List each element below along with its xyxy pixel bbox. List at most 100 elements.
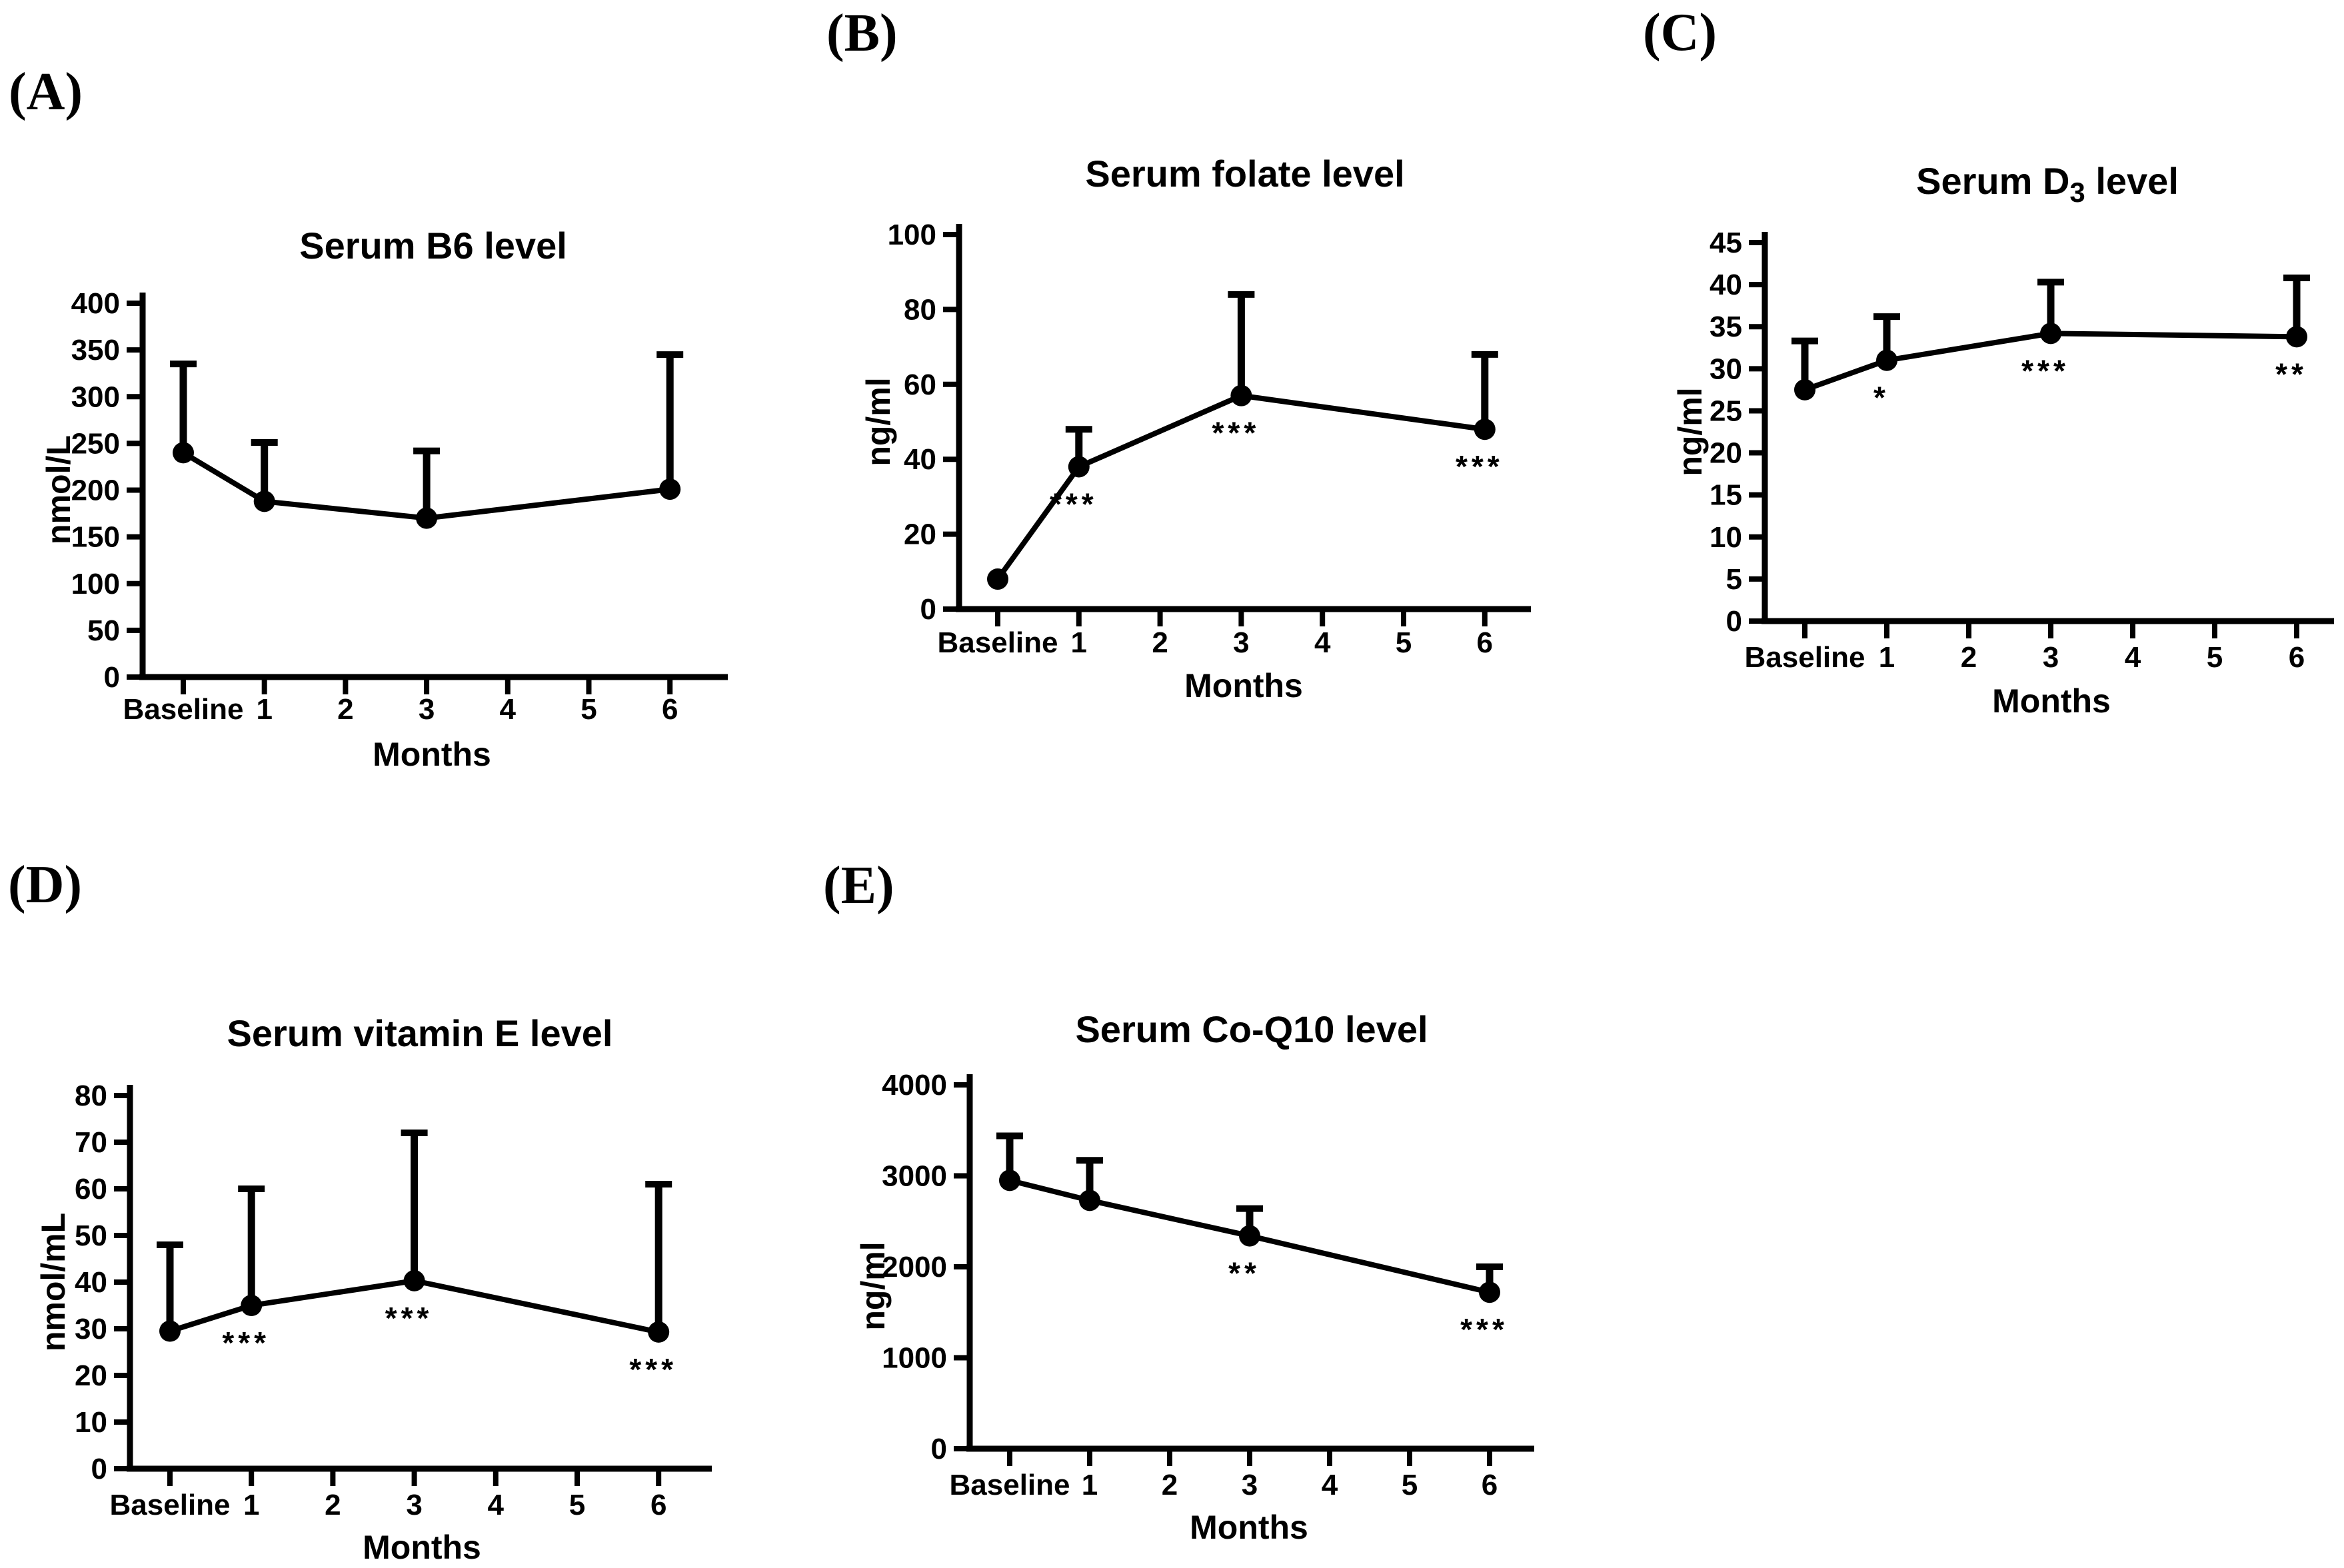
x-tick-label: 5: [2207, 641, 2223, 674]
y-tick-label: 2000: [882, 1251, 947, 1283]
series-line: [1803, 331, 2297, 392]
y-tick-label: 0: [104, 661, 120, 694]
x-tick-label: 2: [1162, 1469, 1178, 1501]
y-tick-label: 0: [1726, 605, 1742, 638]
y-tick-label: 5: [1726, 563, 1742, 596]
x-tick-label: 2: [337, 693, 353, 726]
x-tick-label: 4: [2125, 641, 2141, 674]
panel-label-a: (A): [9, 63, 83, 121]
x-tick-label: 5: [1402, 1469, 1418, 1501]
x-tick-label: 3: [419, 693, 435, 726]
data-point-marker: [173, 442, 194, 464]
y-tick-label: 20: [75, 1359, 107, 1392]
y-tick-label: 250: [71, 427, 120, 460]
y-tick-label: 20: [904, 518, 936, 551]
y-tick-label: 0: [920, 593, 936, 626]
x-tick-label: 2: [325, 1489, 341, 1521]
y-tick-label: 0: [91, 1453, 107, 1485]
series-line: [169, 1277, 660, 1335]
y-tick-label: 40: [904, 443, 936, 476]
chart-c-y-axis-label: ng/ml: [1672, 387, 1709, 476]
data-point-marker: [999, 1170, 1020, 1191]
x-tick-label: 1: [256, 693, 272, 726]
data-point-marker: [1239, 1225, 1260, 1247]
chart-e-title: Serum Co-Q10 level: [1075, 1008, 1428, 1057]
y-tick-label: 400: [71, 287, 120, 320]
x-tick-label: 3: [1242, 1469, 1258, 1501]
x-tick-label: 2: [1961, 641, 1977, 674]
x-tick-label: Baseline: [123, 693, 244, 726]
x-tick-label: Baseline: [950, 1469, 1070, 1501]
y-tick-label: 30: [1710, 353, 1742, 385]
x-tick-label: Baseline: [1745, 641, 1865, 674]
y-tick-label: 60: [904, 369, 936, 401]
y-tick-label: 25: [1710, 394, 1742, 427]
panel-label-c: (C): [1643, 3, 1718, 62]
chart-a-title: Serum B6 level: [299, 224, 567, 273]
x-tick-label: 6: [650, 1489, 666, 1521]
chart-b: 0 20 40 60 80 100 Baseline 1 2 3 4 5 6 *** *** ***: [888, 219, 1531, 659]
y-tick-label: 10: [75, 1406, 107, 1439]
y-tick-label: 80: [904, 293, 936, 326]
y-tick-label: 40: [1710, 269, 1742, 301]
x-tick-label: 5: [1396, 626, 1412, 659]
chart-c-title-text: Serum D: [1916, 160, 2070, 202]
x-tick-label: 6: [1477, 626, 1493, 659]
x-tick-label: 1: [243, 1489, 259, 1521]
chart-b-title-text: Serum folate level: [1085, 153, 1405, 195]
series-line: [995, 392, 1486, 581]
y-tick-label: 4000: [882, 1069, 947, 1102]
x-tick-label: 5: [569, 1489, 585, 1521]
significance-stars: ***: [1456, 449, 1504, 484]
x-tick-label: 6: [662, 693, 678, 726]
chart-c-title: Serum D3 level: [1916, 159, 2179, 209]
y-tick-label: 80: [75, 1080, 107, 1112]
x-tick-label: 4: [1322, 1469, 1338, 1501]
chart-c-title-suffix: level: [2085, 160, 2179, 202]
y-tick-label: 150: [71, 521, 120, 554]
chart-b-x-axis-label: Months: [1184, 667, 1303, 704]
chart-d: 0 10 20 30 40 50 60 70 80 Baseline 1 2 3 4 5 6 *** *** ***: [75, 1080, 712, 1521]
data-point-marker: [159, 1320, 181, 1342]
x-tick-label: 6: [2289, 641, 2305, 674]
data-point-marker: [1068, 456, 1090, 478]
x-tick-label: 1: [1082, 1469, 1098, 1501]
chart-b-y-axis-label: ng/ml: [860, 377, 897, 466]
y-tick-label: 40: [75, 1266, 107, 1299]
data-point-marker: [1794, 379, 1815, 400]
data-point-marker: [416, 507, 438, 529]
y-tick-label: 50: [87, 614, 120, 647]
y-tick-label: 100: [71, 568, 120, 600]
y-tick-label: 100: [888, 219, 936, 251]
series-line: [1009, 1177, 1490, 1295]
y-tick-label: 3000: [882, 1160, 947, 1193]
chart-a-title-text: Serum B6 level: [299, 225, 567, 267]
data-point-marker: [648, 1321, 670, 1343]
x-tick-label: 4: [488, 1489, 505, 1521]
y-tick-label: 50: [75, 1219, 107, 1252]
x-tick-label: Baseline: [110, 1489, 231, 1521]
y-tick-label: 1000: [882, 1342, 947, 1375]
data-point-marker: [1079, 1189, 1100, 1211]
chart-e-title-text: Serum Co-Q10 level: [1075, 1008, 1428, 1050]
significance-stars: ***: [2021, 353, 2069, 388]
significance-stars: ***: [629, 1352, 677, 1387]
x-tick-label: 3: [1233, 626, 1249, 659]
data-point-marker: [1479, 1281, 1500, 1303]
data-point-marker: [253, 490, 275, 512]
y-tick-label: 10: [1710, 521, 1742, 554]
chart-e-x-axis-label: Months: [1190, 1509, 1308, 1546]
data-point-marker: [241, 1295, 263, 1316]
chart-c-x-axis-label: Months: [1992, 682, 2111, 720]
x-tick-label: 3: [2043, 641, 2059, 674]
significance-stars: *: [1873, 381, 1889, 415]
x-tick-label: Baseline: [938, 626, 1058, 659]
significance-stars: ***: [1212, 416, 1260, 450]
y-tick-label: 45: [1710, 227, 1742, 259]
panel-label-d: (D): [8, 856, 83, 914]
data-point-marker: [403, 1269, 425, 1291]
data-point-marker: [1876, 349, 1897, 371]
y-tick-label: 35: [1710, 311, 1742, 343]
x-tick-label: 4: [500, 693, 517, 726]
